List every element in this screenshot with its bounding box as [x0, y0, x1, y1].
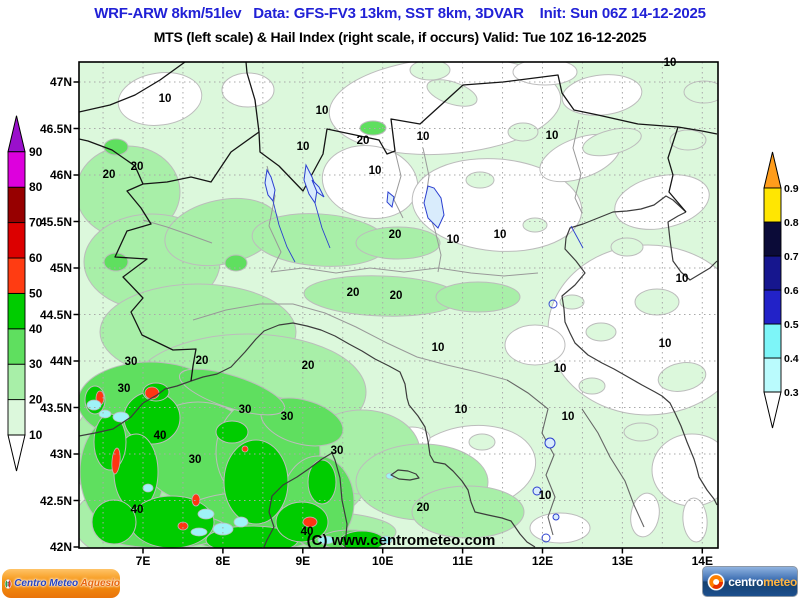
italian-flag-oval-icon	[4, 578, 12, 589]
contour-label: 10	[553, 363, 567, 375]
lat-label: 44N	[49, 354, 72, 368]
contour-label: 20	[195, 355, 209, 367]
contour-label: 20	[301, 360, 315, 372]
contour-label: 10	[158, 93, 172, 105]
contour-label: 10	[431, 342, 445, 354]
contour-label: 20	[130, 161, 144, 173]
svg-text:10: 10	[29, 428, 43, 442]
svg-text:50: 50	[29, 286, 43, 300]
contour-label: 30	[330, 445, 344, 457]
contour-label: 40	[153, 430, 167, 442]
svg-text:90: 90	[29, 145, 43, 159]
lon-label: 14E	[691, 554, 713, 568]
contour-label: 20	[416, 502, 430, 514]
lakes-rivers	[264, 163, 584, 543]
model-init-title: WRF-ARW 8km/51lev Data: GFS-FV3 13km, SS…	[94, 5, 706, 22]
coastline	[79, 195, 718, 548]
svg-text:20: 20	[29, 393, 43, 407]
lat-label: 43N	[49, 447, 72, 461]
svg-text:0.5: 0.5	[784, 319, 799, 331]
svg-text:0.3: 0.3	[784, 387, 799, 399]
contour-label: 20	[388, 229, 402, 241]
field-blobs	[79, 62, 718, 548]
lon-label: 9E	[295, 554, 311, 568]
svg-text:30: 30	[29, 357, 43, 371]
axis-ticks	[73, 81, 704, 554]
contour-label: 30	[238, 404, 252, 416]
regional-borders-central	[506, 379, 645, 536]
contour-label: 10	[416, 131, 430, 143]
map-frame	[78, 61, 719, 549]
centrometeo-logo[interactable]: centrometeo	[702, 566, 798, 597]
lon-label: 10E	[372, 554, 394, 568]
contour-label: 10	[454, 404, 468, 416]
contour-label: 10	[561, 411, 575, 423]
mts-left-colorbar: 10 20 30 40 50 60 70 80 90	[7, 115, 43, 472]
contour-label: 10	[296, 141, 310, 153]
contour-label: 30	[117, 383, 131, 395]
contour-label: 40	[300, 526, 314, 538]
lon-label: 13E	[611, 554, 634, 568]
svg-text:70: 70	[29, 216, 43, 230]
svg-text:0.4: 0.4	[784, 353, 799, 365]
lat-label: 47N	[49, 75, 72, 89]
contour-label: 10	[538, 490, 552, 502]
svg-text:0.9: 0.9	[784, 183, 799, 195]
lon-label: 12E	[531, 554, 554, 568]
contour-label: 20	[356, 135, 370, 147]
centrometeo-swirl-icon	[707, 572, 725, 591]
lon-label: 7E	[135, 554, 151, 568]
contour-label: 40	[130, 504, 144, 516]
svg-text:40: 40	[29, 322, 43, 336]
left-logo-text: Centro Meteo Aquesio	[14, 578, 120, 589]
lat-label: 45.5N	[39, 214, 72, 229]
svg-text:60: 60	[29, 251, 43, 265]
contour-label: 30	[280, 411, 294, 423]
lon-label: 8E	[215, 554, 231, 568]
contour-label: 10	[315, 105, 329, 117]
geography-layer	[79, 62, 718, 548]
grid-dotted-lines	[79, 62, 718, 548]
contour-label: 10	[675, 273, 689, 285]
national-borders	[79, 62, 718, 382]
lat-label: 46.5N	[39, 121, 72, 136]
contour-label: 10	[545, 130, 559, 142]
contour-label: 10	[658, 338, 672, 350]
contour-label: 10	[446, 234, 460, 246]
lat-label: 42.5N	[39, 493, 72, 508]
contour-label: 20	[346, 287, 360, 299]
right-logo-text: centrometeo	[728, 574, 797, 589]
lat-label: 44.5N	[39, 307, 72, 322]
lat-label: 42N	[49, 540, 72, 554]
svg-text:0.7: 0.7	[784, 251, 799, 263]
lat-label: 45N	[49, 261, 72, 275]
valid-time-title: MTS (left scale) & Hail Index (right sca…	[153, 29, 647, 45]
lat-label: 46N	[49, 168, 72, 182]
lat-label: 43.5N	[39, 400, 72, 415]
contour-label: 30	[188, 454, 202, 466]
contour-label: 20	[389, 290, 403, 302]
lon-label: 11E	[452, 554, 473, 568]
contour-label: 20	[102, 169, 116, 181]
centro-meteo-aquesio-logo[interactable]: Centro Meteo Aquesio	[2, 569, 120, 598]
contour-label: 10	[368, 165, 382, 177]
contour-label: 10	[663, 57, 677, 69]
watermark-text: (C) www.centrometeo.com	[306, 532, 496, 549]
svg-text:0.6: 0.6	[784, 285, 799, 297]
contour-label: 10	[493, 229, 507, 241]
hail-right-colorbar: 0.3 0.4 0.5 0.6 0.7 0.8 0.9	[763, 151, 799, 429]
svg-text:80: 80	[29, 180, 43, 194]
svg-text:0.8: 0.8	[784, 217, 799, 229]
contour-label: 30	[124, 356, 138, 368]
